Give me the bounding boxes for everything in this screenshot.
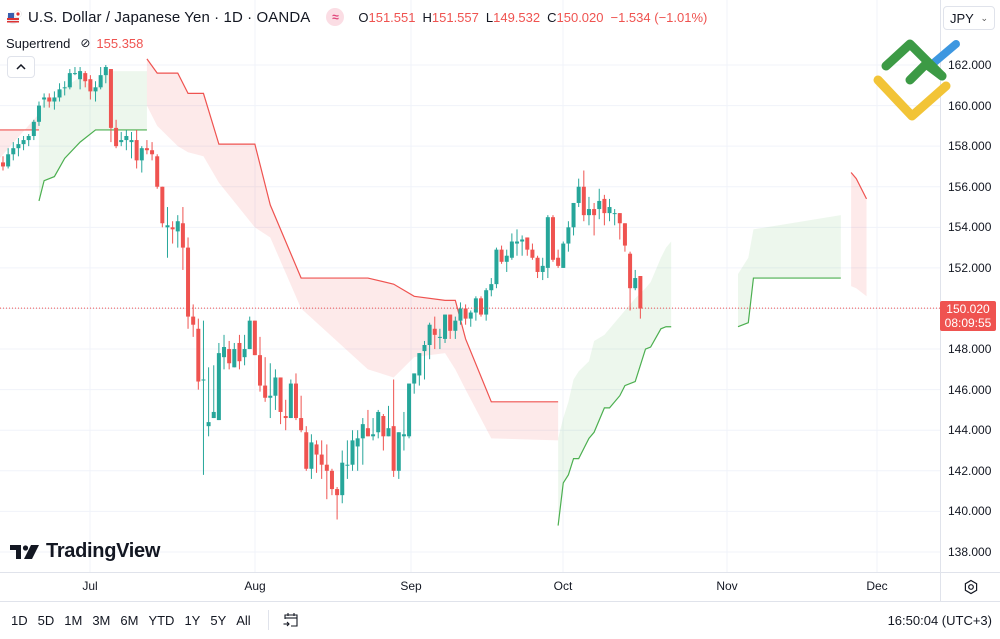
gear-icon	[964, 579, 978, 595]
time-axis-label: Jul	[82, 579, 98, 593]
range-button-6m[interactable]: 6M	[120, 612, 139, 628]
chevron-down-icon: ⌄	[980, 12, 988, 23]
close-value: 150.020	[556, 9, 604, 25]
chart-settings-button[interactable]	[962, 578, 980, 596]
time-axis-label: Aug	[244, 579, 266, 593]
high-value: 151.557	[431, 9, 479, 25]
time-axis-label: Dec	[866, 579, 888, 593]
usd-jpy-flag-icon	[6, 10, 22, 24]
bar-countdown: 08:09:55	[944, 316, 992, 330]
low-key: L	[485, 9, 494, 25]
price-axis-label: 158.000	[948, 139, 992, 154]
price-axis-label: 148.000	[948, 342, 992, 357]
currency-value: JPY	[950, 10, 974, 26]
open-key: O	[358, 9, 369, 25]
close-key: C	[547, 9, 557, 25]
chevron-up-icon	[16, 64, 26, 70]
ohlc-values: O151.551 H151.557 L149.532 C150.020 −1.5…	[358, 10, 707, 25]
broker-logo-icon	[873, 39, 960, 121]
currency-select[interactable]: JPY ⌄	[943, 6, 995, 30]
indicator-value: 155.358	[96, 35, 144, 51]
price-axis-label: 152.000	[948, 260, 992, 275]
symbol-legend[interactable]: U.S. Dollar / Japanese Yen · 1D · OANDA …	[6, 7, 707, 27]
tradingview-watermark[interactable]: TradingView	[10, 540, 160, 563]
watermark-text: TradingView	[46, 540, 161, 562]
price-axis-label: 160.000	[948, 98, 992, 113]
indicator-legend[interactable]: Supertrend ⊘ 155.358	[6, 34, 143, 52]
range-button-3m[interactable]: 3M	[92, 612, 111, 628]
price-axis-label: 162.000	[948, 58, 992, 72]
time-axis-label: Nov	[716, 579, 738, 593]
price-axis-label: 144.000	[948, 423, 992, 438]
last-price: 150.020	[946, 302, 990, 316]
range-button-1d[interactable]: 1D	[11, 612, 28, 628]
time-axis-label: Sep	[400, 579, 422, 593]
time-axis-label: Oct	[553, 579, 573, 593]
price-axis-label: 146.000	[948, 382, 992, 397]
clock-timezone[interactable]: 16:50:04 (UTC+3)	[887, 612, 992, 628]
range-button-5d[interactable]: 5D	[37, 612, 55, 628]
low-value: 149.532	[493, 9, 541, 25]
candlestick-series	[1, 65, 643, 520]
range-button-5y[interactable]: 5Y	[210, 612, 227, 628]
range-button-1m[interactable]: 1M	[64, 612, 83, 628]
tradingview-logo-icon	[10, 544, 39, 559]
indicator-name[interactable]: Supertrend	[6, 35, 71, 51]
calendar-goto-icon	[283, 613, 298, 627]
supertrend-fill	[0, 58, 867, 526]
hidden-eye-icon[interactable]: ⊘	[80, 36, 91, 50]
go-to-date-button[interactable]	[281, 610, 301, 630]
toolbar-divider	[267, 610, 269, 630]
approx-icon[interactable]: ≈	[326, 8, 345, 26]
range-button-1y[interactable]: 1Y	[184, 612, 201, 628]
change-value: −1.534 (−1.01%)	[610, 9, 708, 25]
price-axis-label: 154.000	[948, 220, 992, 235]
price-axis-label: 140.000	[948, 504, 992, 519]
range-button-all[interactable]: All	[236, 612, 251, 628]
last-price-tag: 150.020 08:09:55	[940, 301, 996, 331]
collapse-legend-button[interactable]	[7, 56, 35, 78]
open-value: 151.551	[368, 9, 416, 25]
price-axis-label: 142.000	[948, 463, 992, 478]
date-range-buttons: 1D 5D 1M 3M 6M YTD 1Y 5Y All	[6, 613, 256, 628]
range-button-ytd[interactable]: YTD	[148, 612, 175, 628]
bottom-toolbar: 1D 5D 1M 3M 6M YTD 1Y 5Y All 16:50:04 (UTC+3)	[0, 601, 1000, 639]
symbol-title[interactable]: U.S. Dollar / Japanese Yen · 1D · OANDA	[28, 8, 311, 26]
price-axis-label: 138.000	[948, 544, 992, 559]
price-axis-label: 156.000	[948, 179, 992, 194]
high-key: H	[422, 9, 432, 25]
